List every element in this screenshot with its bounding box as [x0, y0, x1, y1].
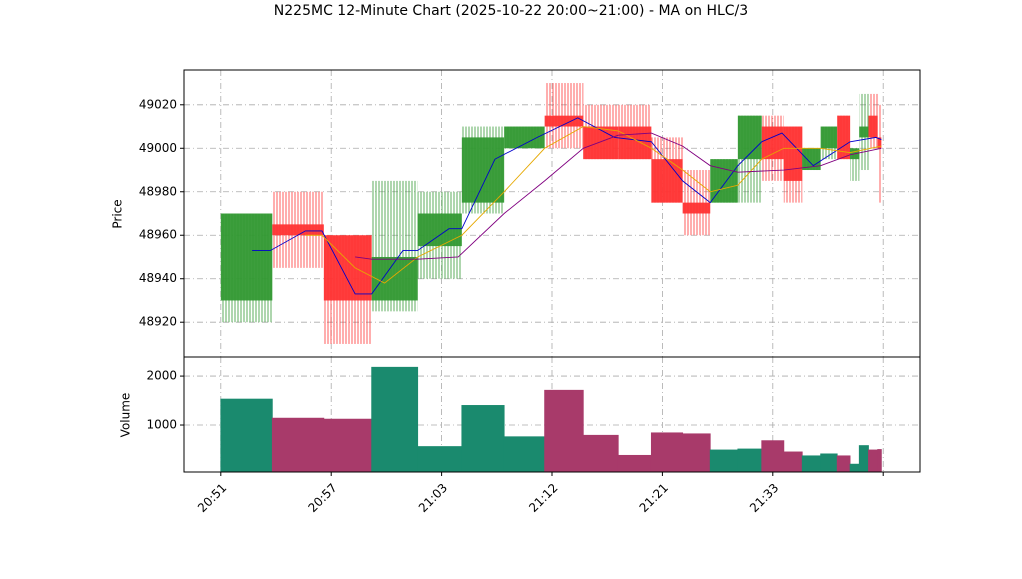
candle-body: [802, 148, 821, 171]
candle-body: [651, 159, 683, 203]
volume-panel-frame: [183, 356, 921, 473]
candle-body: [461, 137, 505, 203]
candle-body: [504, 126, 545, 149]
volume-bar: [461, 405, 505, 473]
volume-bar: [323, 418, 373, 473]
candle-body: [417, 213, 462, 247]
volume-bar: [582, 434, 619, 473]
volume-bar: [682, 433, 711, 473]
y-tick-label: 48940: [139, 271, 177, 285]
candle-body: [710, 159, 738, 203]
x-tick-label: 21:03: [416, 481, 450, 515]
x-tick-label: 21:12: [526, 481, 560, 515]
candle-body: [272, 224, 324, 236]
candle-body: [761, 126, 784, 160]
chart-title: N225MC 12-Minute Chart (2025-10-22 20:00…: [274, 3, 748, 19]
y-axis-label: Price: [111, 199, 125, 228]
moving-average-line: [252, 117, 882, 295]
candle-body: [618, 126, 652, 160]
volume-tick-label: 1000: [146, 418, 177, 432]
x-tick-label: 21:21: [637, 481, 671, 515]
volume-bar: [371, 366, 419, 473]
volume-bar: [544, 389, 584, 473]
y-tick-label: 49020: [139, 97, 177, 111]
candle-body: [859, 126, 869, 138]
candle-body: [323, 235, 372, 301]
moving-average-line: [305, 126, 882, 284]
candle-body: [544, 115, 584, 127]
candle-body: [583, 126, 619, 160]
y-tick-label: 48960: [139, 228, 177, 242]
volume-tick-label: 2000: [146, 369, 177, 383]
x-tick-label: 20:57: [305, 481, 339, 515]
volume-bar: [503, 436, 546, 473]
volume-axis-label: Volume: [119, 393, 133, 438]
candle-body: [682, 202, 711, 214]
candle-body: [877, 137, 882, 149]
y-tick-label: 49000: [139, 141, 177, 155]
candle-body: [220, 213, 273, 301]
y-tick-label: 48980: [139, 184, 177, 198]
candle-body: [737, 115, 762, 160]
candle-body: [783, 126, 803, 181]
x-tick-label: 21:33: [747, 481, 781, 515]
candle-body: [820, 126, 838, 149]
volume-bar: [650, 432, 684, 473]
candle-body: [868, 115, 878, 138]
candle-wick: [850, 148, 860, 181]
x-tick-label: 20:51: [195, 481, 229, 515]
candle-wick: [877, 104, 882, 203]
moving-average-line: [355, 132, 882, 260]
candle-body: [371, 256, 418, 301]
y-tick-label: 48920: [139, 315, 177, 329]
